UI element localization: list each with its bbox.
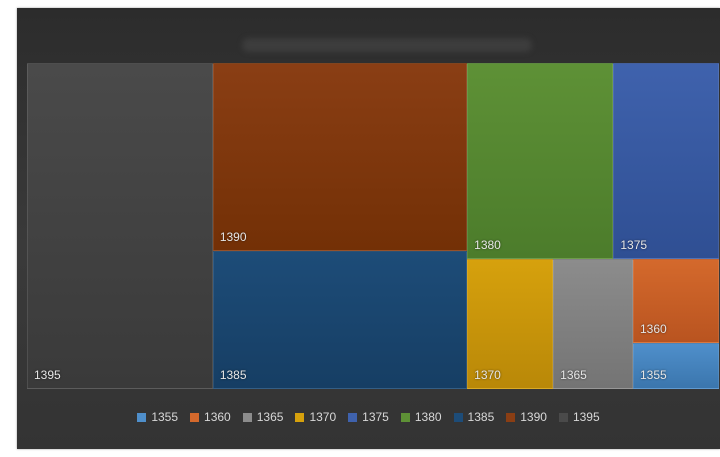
tile-label-1365: 1365 bbox=[560, 367, 587, 382]
legend-swatch-1370 bbox=[295, 412, 305, 422]
legend-label-1370: 1370 bbox=[309, 410, 337, 424]
tile-1365: 1365 bbox=[553, 259, 633, 389]
tile-label-1360: 1360 bbox=[639, 321, 667, 336]
legend-item-1360: 1360 bbox=[190, 410, 231, 424]
legend-item-1390: 1390 bbox=[506, 410, 547, 424]
tile-1370: 1370 bbox=[467, 259, 554, 389]
chart-area: 1395 1390 1385 1380 1375 1370 1365 1360 1355 135… bbox=[17, 8, 720, 449]
legend-swatch-1380 bbox=[400, 412, 410, 422]
legend-item-1375: 1375 bbox=[348, 410, 389, 424]
legend-label-1390: 1390 bbox=[520, 410, 547, 424]
legend: 1355 1360 1365 1370 1375 1380 1385 1390 1395 bbox=[17, 410, 720, 424]
legend-swatch-1375 bbox=[348, 412, 358, 422]
tile-1380: 1380 bbox=[467, 63, 614, 260]
tile-1390: 1390 bbox=[212, 63, 468, 252]
legend-swatch-1360 bbox=[190, 412, 200, 422]
tile-1360: 1360 bbox=[632, 259, 719, 343]
legend-label-1385: 1385 bbox=[467, 410, 495, 424]
legend-label-1395: 1395 bbox=[572, 410, 600, 424]
legend-swatch-1390 bbox=[506, 412, 516, 422]
legend-item-1385: 1385 bbox=[453, 410, 495, 424]
tile-label-1390: 1390 bbox=[219, 230, 247, 245]
legend-label-1375: 1375 bbox=[362, 410, 389, 424]
legend-swatch-1365 bbox=[242, 412, 252, 422]
tile-label-1355: 1355 bbox=[639, 367, 667, 382]
tile-1355: 1355 bbox=[632, 342, 719, 389]
legend-item-1365: 1365 bbox=[242, 410, 284, 424]
chart-title-blur bbox=[242, 38, 532, 52]
legend-item-1355: 1355 bbox=[137, 410, 178, 424]
legend-label-1365: 1365 bbox=[256, 410, 284, 424]
legend-item-1395: 1395 bbox=[558, 410, 600, 424]
tile-1385: 1385 bbox=[212, 251, 468, 389]
legend-label-1360: 1360 bbox=[204, 410, 231, 424]
legend-label-1380: 1380 bbox=[414, 410, 442, 424]
tile-label-1375: 1375 bbox=[620, 238, 648, 253]
tile-1375: 1375 bbox=[613, 63, 719, 260]
tile-1395: 1395 bbox=[27, 63, 213, 389]
legend-item-1370: 1370 bbox=[295, 410, 336, 424]
tile-label-1370: 1370 bbox=[474, 367, 501, 382]
tile-label-1395: 1395 bbox=[34, 368, 61, 382]
legend-item-1380: 1380 bbox=[400, 410, 442, 424]
legend-swatch-1385 bbox=[453, 412, 463, 422]
tile-label-1385: 1385 bbox=[219, 367, 247, 382]
treemap-plot: 1395 1390 1385 1380 1375 1370 1365 1360 1355 bbox=[27, 63, 719, 389]
legend-label-1355: 1355 bbox=[151, 410, 179, 424]
legend-swatch-1355 bbox=[137, 412, 147, 422]
legend-swatch-1395 bbox=[558, 412, 568, 422]
tile-label-1380: 1380 bbox=[474, 238, 501, 253]
